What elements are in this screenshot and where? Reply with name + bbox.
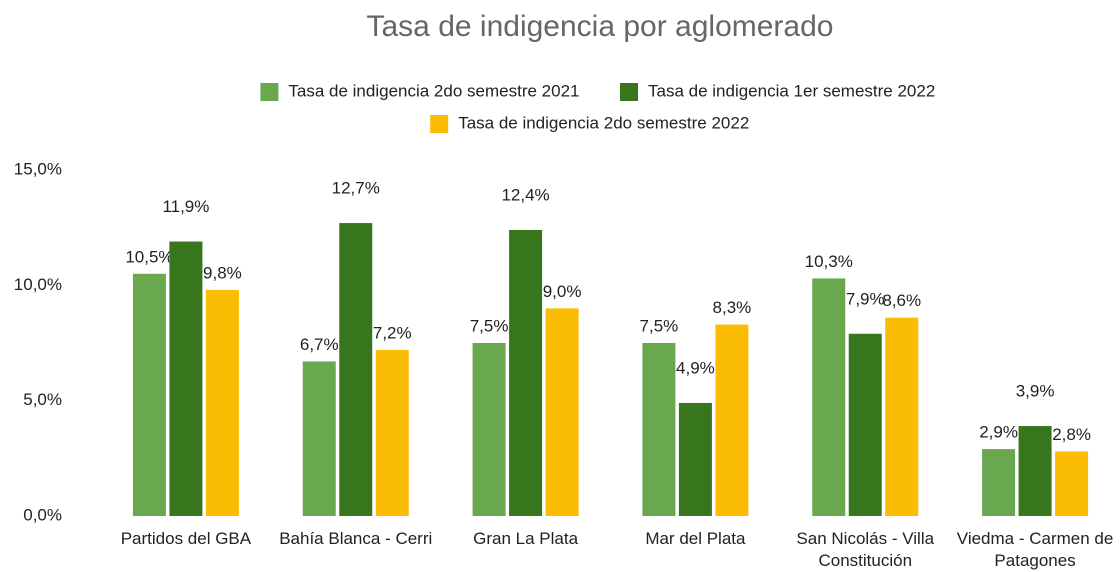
data-label: 2,8% — [1052, 425, 1091, 444]
data-label: 7,2% — [373, 323, 412, 342]
x-tick-label: Mar del Plata — [645, 529, 746, 548]
data-label: 7,5% — [640, 316, 679, 335]
data-label: 10,5% — [125, 247, 173, 266]
data-label: 7,9% — [846, 289, 885, 308]
bar — [982, 449, 1016, 516]
bar — [848, 333, 882, 516]
data-label: 6,7% — [300, 335, 339, 354]
bar — [302, 361, 336, 516]
x-tick-label: Bahía Blanca - Cerri — [279, 529, 433, 548]
bar — [339, 223, 373, 516]
legend-label: Tasa de indigencia 2do semestre 2022 — [458, 113, 749, 132]
legend-label: Tasa de indigencia 2do semestre 2021 — [288, 81, 579, 100]
bar — [132, 273, 166, 516]
legend-swatch — [260, 83, 279, 101]
bar — [545, 308, 579, 516]
data-label: 2,9% — [979, 423, 1018, 442]
data-label: 10,3% — [805, 252, 853, 271]
bar — [169, 241, 203, 517]
data-label: 11,9% — [162, 197, 209, 216]
bar — [375, 349, 409, 516]
bar — [509, 229, 543, 516]
bar — [1055, 451, 1089, 516]
bar — [1018, 426, 1052, 516]
bar — [812, 278, 846, 516]
data-label: 4,9% — [676, 358, 715, 377]
bar — [642, 343, 676, 516]
data-label: 12,7% — [332, 179, 380, 198]
legend-label: Tasa de indigencia 1er semestre 2022 — [648, 81, 935, 100]
bar — [678, 402, 712, 516]
y-tick-label: 15,0% — [14, 159, 62, 178]
data-label: 9,0% — [543, 282, 582, 301]
y-tick-label: 0,0% — [23, 505, 62, 524]
y-tick-label: 10,0% — [14, 275, 62, 294]
data-label: 9,8% — [203, 263, 242, 282]
y-tick-label: 5,0% — [23, 390, 62, 409]
x-tick-label: Partidos del GBA — [120, 529, 252, 548]
x-tick-label: San Nicolás - Villa Constitución — [796, 529, 935, 570]
bar — [472, 343, 506, 516]
bar — [715, 324, 749, 516]
bar — [205, 289, 239, 516]
chart-title: Tasa de indigencia por aglomerado — [367, 10, 834, 43]
bar — [885, 317, 919, 516]
data-label: 12,4% — [501, 185, 549, 204]
data-label: 8,6% — [882, 291, 921, 310]
data-label: 3,9% — [1016, 382, 1055, 401]
data-label: 8,3% — [713, 298, 752, 317]
x-tick-label: Gran La Plata — [473, 529, 579, 548]
x-tick-label: Viedma - Carmen de Patagones — [956, 529, 1114, 570]
legend-swatch — [430, 115, 449, 133]
legend-swatch — [620, 83, 638, 101]
data-label: 7,5% — [470, 316, 509, 335]
